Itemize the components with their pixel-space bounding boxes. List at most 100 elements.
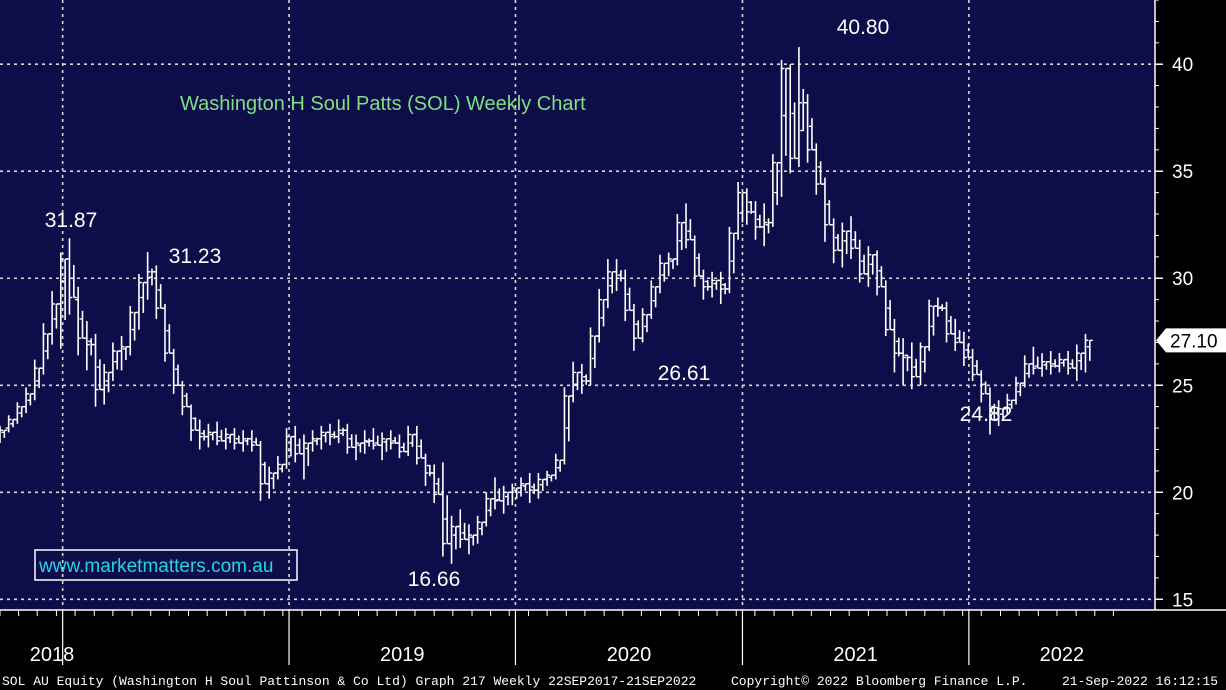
price-annotation: 31.87: [45, 209, 98, 232]
ohlc-bar: [300, 434, 307, 480]
ohlc-bar: [952, 318, 959, 352]
ohlc-bar: [874, 250, 881, 296]
ohlc-bar: [526, 473, 533, 503]
ohlc-bar: [570, 361, 577, 403]
ohlc-bar: [309, 430, 316, 452]
footer-security-info: SOL AU Equity (Washington H Soul Pattins…: [2, 674, 696, 689]
ohlc-bar: [153, 265, 160, 319]
ohlc-bar: [1, 429, 8, 438]
price-annotation: 40.80: [837, 16, 890, 39]
ohlc-bar: [700, 269, 707, 300]
ohlc-bar: [691, 235, 698, 287]
ohlc-bar: [483, 492, 490, 527]
ohlc-bar: [578, 363, 585, 394]
ohlc-bar: [49, 291, 56, 345]
ohlc-bar: [188, 404, 195, 441]
site-watermark-text[interactable]: www.marketmatters.com.au: [38, 556, 273, 577]
y-tick-label: 35: [1172, 162, 1193, 183]
ohlc-bar: [431, 464, 438, 503]
ohlc-bar: [257, 440, 264, 501]
ohlc-bar: [474, 515, 481, 544]
ohlc-bar: [83, 321, 90, 371]
ohlc-bar: [283, 428, 290, 469]
ohlc-bar: [292, 425, 299, 463]
y-tick-label: 30: [1172, 269, 1193, 290]
ohlc-bar: [179, 380, 186, 416]
ohlc-bar: [848, 216, 855, 259]
ohlc-bar: [978, 370, 985, 403]
ohlc-bar: [222, 428, 229, 450]
ohlc-bar: [1021, 355, 1028, 388]
x-year-label: 2018: [30, 644, 75, 666]
ohlc-bar: [865, 246, 872, 287]
price-annotation: 26.61: [658, 362, 711, 385]
ohlc-bar: [665, 252, 672, 277]
ohlc-bar: [214, 421, 221, 446]
y-tick-label: 40: [1172, 55, 1193, 76]
ohlc-bar: [1065, 351, 1072, 375]
ohlc-bar: [500, 485, 507, 514]
ohlc-bar: [1056, 353, 1063, 373]
price-annotations: 31.87 31.23 16.66 26.61 40.80 24.82: [45, 16, 1013, 591]
ohlc-bar: [135, 273, 142, 330]
ohlc-bar: [66, 238, 73, 315]
ohlc-bar: [943, 301, 950, 343]
ohlc-bar: [457, 509, 464, 548]
ohlc-bar: [1047, 351, 1054, 375]
site-watermark-box: [34, 549, 298, 581]
ohlc-bar: [413, 425, 420, 465]
ohlc-bar: [717, 271, 724, 304]
ohlc-bar: [266, 466, 273, 499]
ohlc-bar: [101, 363, 108, 405]
ohlc-bar: [448, 515, 455, 564]
ohlc-bar: [1013, 376, 1020, 405]
ohlc-bar: [75, 286, 82, 356]
y-tick-label: 25: [1172, 376, 1193, 397]
ohlc-bar: [587, 327, 594, 386]
ohlc-bar: [656, 254, 663, 294]
ohlc-bar: [813, 143, 820, 195]
ohlc-bar: [205, 423, 212, 448]
ohlc-bar: [778, 59, 785, 197]
price-annotation: 31.23: [169, 245, 222, 268]
ohlc-bar: [57, 252, 64, 349]
ohlc-bar: [856, 239, 863, 283]
ohlc-bar: [891, 318, 898, 373]
ohlc-bar: [604, 258, 611, 309]
ohlc-bar: [761, 203, 768, 247]
plot-area: [0, 0, 1155, 610]
ohlc-bar: [0, 425, 3, 444]
ohlc-bar: [622, 269, 629, 322]
ohlc-bar: [491, 477, 498, 510]
last-price-label: 27.10: [1170, 331, 1218, 352]
ohlc-bar: [1086, 339, 1093, 361]
ohlc-bar: [752, 201, 759, 240]
ohlc-bar: [161, 303, 168, 362]
ohlc-bar: [396, 434, 403, 459]
ohlc-bar: [379, 432, 386, 461]
site-watermark[interactable]: www.marketmatters.com.au: [34, 549, 298, 581]
x-year-label: 2022: [1040, 644, 1085, 666]
ohlc-bar: [14, 402, 21, 424]
ohlc-bar: [1030, 346, 1037, 375]
ohlc-bar: [518, 477, 525, 497]
ohlc-bar: [630, 303, 637, 351]
ohlc-bar: [1073, 344, 1080, 381]
ohlc-bar: [900, 338, 907, 386]
y-tick-label: 15: [1172, 590, 1193, 611]
ohlc-bar: [248, 430, 255, 452]
price-annotation: 24.82: [960, 403, 1013, 426]
ohlc-bar: [335, 419, 342, 444]
ohlc-bar: [882, 280, 889, 337]
ohlc-bar: [509, 483, 516, 506]
ohlc-bar: [118, 336, 125, 371]
ohlc-bar: [908, 342, 915, 390]
ohlc-bar: [127, 306, 134, 356]
ohlc-bar: [926, 299, 933, 352]
ohlc-bar: [439, 462, 446, 557]
ohlc-bar: [370, 428, 377, 450]
ohlc-bar: [274, 455, 281, 480]
x-year-label: 2021: [833, 644, 878, 666]
ohlc-bar: [709, 271, 716, 298]
